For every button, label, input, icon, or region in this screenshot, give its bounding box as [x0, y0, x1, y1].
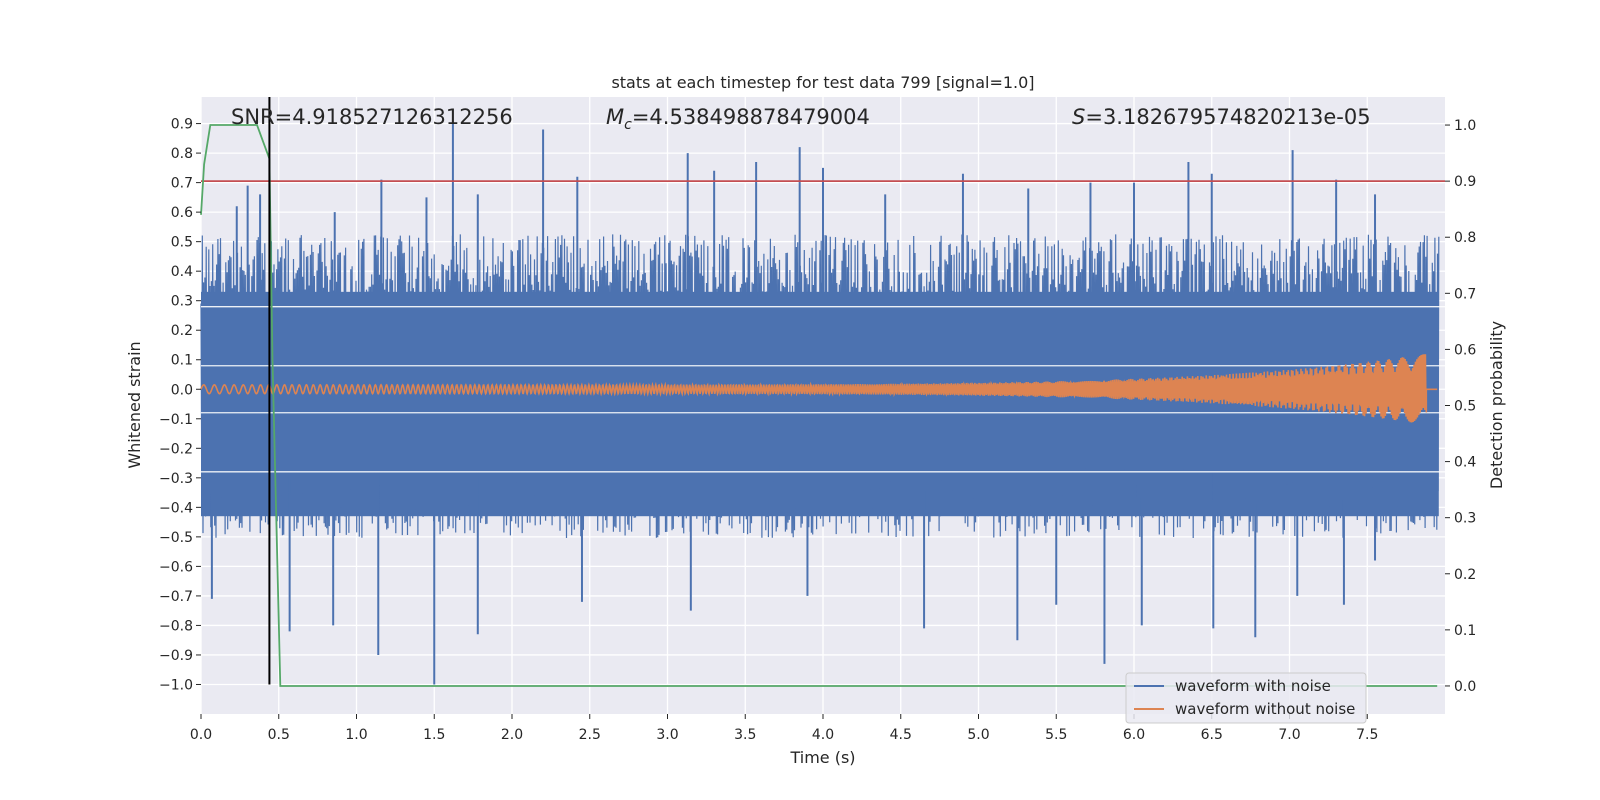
y-tick-label-right: 0.3: [1454, 511, 1476, 527]
y-tick-label-left: 0.4: [171, 264, 193, 280]
x-tick-label: 2.0: [501, 727, 523, 743]
y-tick-label-left: −0.8: [159, 618, 193, 634]
y-tick-label-left: −0.5: [159, 530, 193, 546]
y-tick-label-left: 0.5: [171, 235, 193, 251]
x-axis-label: Time (s): [789, 748, 855, 767]
chart-title: stats at each timestep for test data 799…: [611, 73, 1034, 92]
x-tick-label: 5.0: [967, 727, 989, 743]
s-value: =3.182679574820213e-05: [1085, 105, 1370, 129]
chirp-mass-value: =4.538498878479004: [632, 105, 870, 129]
snr-annotation: SNR=4.918527126312256: [231, 105, 513, 129]
x-tick-label: 3.5: [734, 727, 756, 743]
waveform-with-noise-series: [200, 123, 1440, 685]
y-tick-label-right: 0.4: [1454, 455, 1476, 471]
y-tick-label-left: −0.6: [159, 559, 193, 575]
y-tick-label-right: 0.5: [1454, 399, 1476, 415]
y-tick-label-right: 0.0: [1454, 679, 1476, 695]
left-y-axis: 0.9 0.8 0.7 0.6 0.5 0.4 0.3 0.2 0.1 0.0 −0.1 −0.2 −0…: [159, 117, 201, 693]
x-tick-label: 4.0: [812, 727, 834, 743]
overlay-lines: [200, 97, 1445, 687]
y-tick-label-left: −0.9: [159, 648, 193, 664]
x-tick-label: 0.5: [268, 727, 290, 743]
y-tick-label-right: 0.2: [1454, 567, 1476, 583]
right-y-axis: 1.0 0.9 0.8 0.7 0.6 0.5 0.4 0.3 0.2 0.1 0.0: [1445, 118, 1476, 695]
waveform-without-noise-line: [200, 354, 1438, 423]
y-tick-label-left: 0.1: [171, 353, 193, 369]
x-tick-label: 7.5: [1356, 727, 1378, 743]
x-tick-label: 3.0: [656, 727, 678, 743]
waveform-with-noise-line: [200, 234, 1440, 539]
legend-box: [1125, 672, 1367, 724]
y-tick-label-left: 0.6: [171, 205, 193, 221]
detection-probability-line: [200, 124, 1438, 687]
y-tick-label-left: 0.3: [171, 294, 193, 310]
y-tick-label-left: 0.0: [171, 382, 193, 398]
s-symbol: S: [1072, 105, 1085, 129]
y-tick-label-left: −0.2: [159, 441, 193, 457]
y-axis-label-right: Detection probability: [1487, 321, 1506, 489]
legend-label-waveform-with-noise: waveform with noise: [1175, 677, 1331, 695]
x-tick-label: 6.5: [1201, 727, 1223, 743]
s-annotation: S=3.182679574820213e-05: [1072, 105, 1371, 129]
y-tick-label-right: 0.1: [1454, 623, 1476, 639]
y-tick-label-right: 0.8: [1454, 230, 1476, 246]
y-axis-label-left: Whitened strain: [125, 341, 144, 468]
x-axis: 0.0 0.5 1.0 1.5 2.0 2.5 3.0 3.5 4.0 4.5 5.0 5.5 6.0 6…: [190, 714, 1378, 743]
x-tick-label: 5.5: [1045, 727, 1067, 743]
x-tick-label: 4.5: [890, 727, 912, 743]
x-tick-label: 0.0: [190, 727, 212, 743]
y-tick-label-right: 0.7: [1454, 286, 1476, 302]
y-tick-label-right: 0.9: [1454, 174, 1476, 190]
chirp-mass-symbol: M: [606, 105, 624, 129]
x-tick-label: 7.0: [1278, 727, 1300, 743]
y-tick-label-right: 0.6: [1454, 342, 1476, 358]
y-tick-label-left: 0.8: [171, 146, 193, 162]
chirp-mass-annotation: Mc=4.538498878479004: [606, 105, 870, 133]
x-tick-label: 2.5: [579, 727, 601, 743]
x-tick-label: 6.0: [1123, 727, 1145, 743]
y-tick-label-left: −1.0: [159, 677, 193, 693]
y-tick-label-left: −0.3: [159, 471, 193, 487]
y-tick-label-left: −0.1: [159, 412, 193, 428]
y-tick-label-left: −0.7: [159, 589, 193, 605]
y-tick-label-left: −0.4: [159, 500, 193, 516]
y-tick-label-right: 1.0: [1454, 118, 1476, 134]
y-tick-label-left: 0.2: [171, 323, 193, 339]
x-tick-label: 1.5: [423, 727, 445, 743]
chirp-mass-subscript: c: [624, 117, 632, 133]
legend-label-waveform-without-noise: waveform without noise: [1175, 700, 1355, 718]
x-tick-label: 1.0: [345, 727, 367, 743]
y-tick-label-left: 0.7: [171, 176, 193, 192]
y-tick-label-left: 0.9: [171, 117, 193, 133]
legend: waveform with noise waveform without noi…: [1125, 672, 1367, 724]
